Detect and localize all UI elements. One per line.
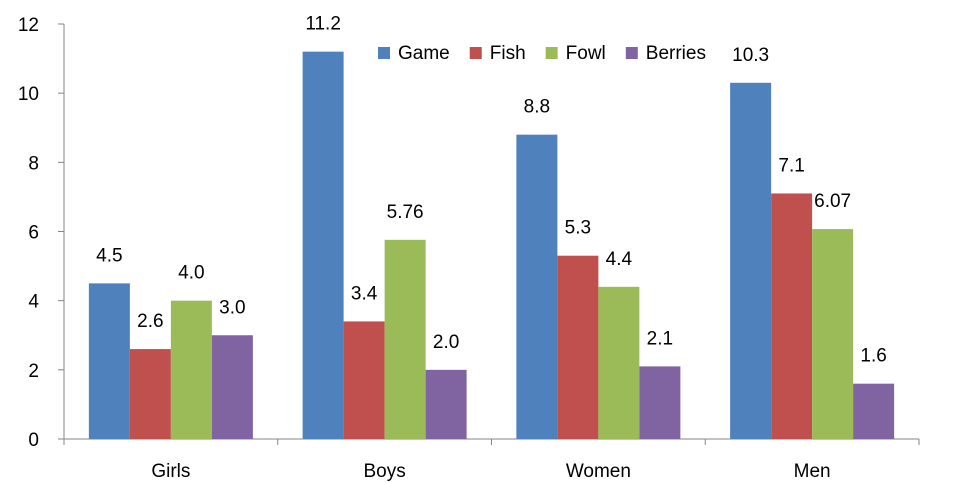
data-label-fowl-men: 6.07 (814, 191, 851, 212)
legend-swatch-game (378, 47, 390, 59)
bar-fish-boys (343, 321, 385, 439)
bar-berries-women (639, 366, 681, 439)
bar-fish-girls (129, 349, 171, 439)
y-tick-label: 8 (28, 153, 39, 174)
x-axis: Girls Boys Women Men (63, 438, 920, 482)
data-label-game-boys: 11.2 (305, 14, 341, 35)
data-label-berries-girls: 3.0 (219, 297, 245, 318)
bar-fowl-girls (170, 300, 212, 439)
y-tick-label: 0 (28, 430, 39, 451)
data-label-fish-boys: 3.4 (351, 283, 378, 304)
data-label-fish-men: 7.1 (778, 155, 804, 176)
x-tick-label-women: Women (566, 461, 631, 482)
legend: Game Fish Fowl Berries (378, 43, 706, 64)
bar-fowl-boys (384, 239, 426, 439)
data-label-game-girls: 4.5 (96, 245, 122, 266)
x-tick-label-boys: Boys (364, 461, 406, 482)
data-label-fish-girls: 2.6 (137, 311, 163, 332)
legend-label-fish: Fish (490, 43, 526, 64)
data-label-berries-men: 1.6 (860, 346, 886, 367)
data-label-fowl-boys: 5.76 (387, 202, 424, 223)
bar-berries-girls (211, 335, 253, 439)
x-tick-label-girls: Girls (151, 461, 190, 482)
x-tick-label-men: Men (794, 461, 831, 482)
legend-swatch-fish (469, 47, 482, 59)
legend-label-fowl: Fowl (566, 43, 606, 64)
bar-game-girls (88, 283, 130, 439)
bars (88, 51, 895, 440)
legend-swatch-fowl (545, 47, 558, 59)
bar-game-boys (302, 51, 344, 440)
legend-label-berries: Berries (646, 43, 706, 64)
data-label-game-women: 8.8 (524, 97, 550, 118)
data-labels: 4.5 11.2 8.8 10.3 2.6 3.4 5.3 7.1 4.0 5.76 4.4 6.07… (96, 14, 887, 367)
y-tick-label: 6 (28, 223, 39, 244)
bar-fowl-women (598, 286, 640, 439)
data-label-game-men: 10.3 (732, 45, 769, 66)
y-tick-label: 2 (28, 361, 39, 382)
bar-fish-women (557, 255, 599, 439)
data-label-fowl-girls: 4.0 (178, 263, 204, 284)
y-tick-label: 12 (18, 15, 39, 36)
bar-fish-men (771, 193, 813, 439)
data-label-berries-women: 2.1 (647, 328, 673, 349)
bar-game-men (730, 82, 772, 440)
bar-berries-boys (425, 369, 467, 439)
y-axis: 0 2 4 6 8 10 12 (18, 15, 65, 451)
data-label-fowl-women: 4.4 (606, 249, 633, 270)
y-tick-label: 4 (28, 292, 39, 313)
bar-game-women (516, 134, 558, 439)
legend-swatch-berries (625, 47, 638, 59)
bar-fowl-men (812, 229, 854, 439)
bar-berries-men (853, 383, 895, 439)
data-label-berries-boys: 2.0 (433, 332, 459, 353)
y-tick-label: 10 (18, 84, 39, 105)
data-label-fish-women: 5.3 (565, 218, 591, 239)
legend-label-game: Game (398, 43, 450, 64)
